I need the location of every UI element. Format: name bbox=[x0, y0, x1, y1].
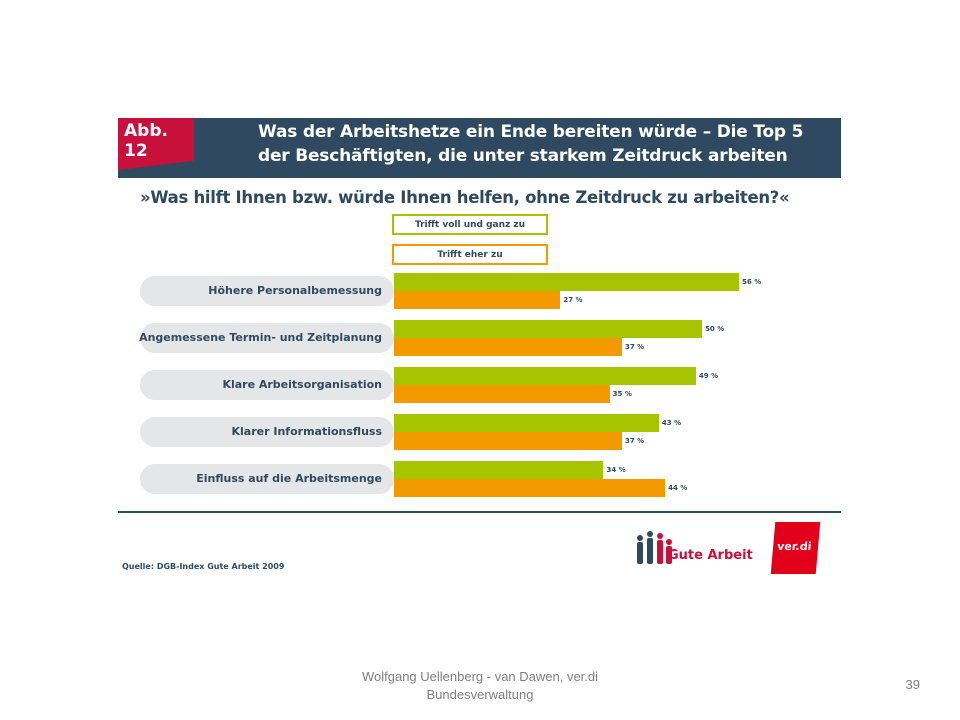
category-row bbox=[140, 323, 394, 353]
bar-voll-und-ganz bbox=[394, 414, 659, 432]
bar-voll-und-ganz bbox=[394, 320, 703, 338]
data-label: 44 % bbox=[668, 484, 688, 492]
bar-voll-und-ganz bbox=[394, 367, 696, 385]
slide-page-number: 39 bbox=[905, 677, 920, 692]
category-label: Einfluss auf die Arbeitsmenge bbox=[196, 472, 382, 485]
people-icon bbox=[637, 531, 672, 564]
data-label: 56 % bbox=[742, 278, 762, 286]
data-label: 49 % bbox=[698, 372, 719, 380]
bar-eher bbox=[394, 385, 610, 403]
gute-arbeit-logo-text: Gute Arbeit bbox=[668, 548, 753, 563]
legend-entry-trifft-voll-und-ganz-zu: Trifft voll und ganz zu bbox=[392, 214, 548, 235]
category-row bbox=[140, 370, 394, 400]
bar-plot-area: Höhere Personalbemessung 56 % 27 % Angemess… bbox=[118, 268, 841, 508]
data-label: 37 % bbox=[624, 437, 645, 445]
legend-entry-trifft-eher-zu: Trifft eher zu bbox=[392, 244, 548, 265]
gute-arbeit-logo: Gute Arbeit bbox=[634, 526, 774, 574]
category-label: Klare Arbeitsorganisation bbox=[222, 378, 382, 391]
footer-divider bbox=[118, 511, 841, 513]
chart-header bbox=[118, 118, 841, 178]
chart-figure: Abb. 12 Was der Arbeitshetze ein Ende be… bbox=[118, 118, 841, 578]
bar-eher bbox=[394, 291, 561, 309]
source-note: Quelle: DGB-Index Gute Arbeit 2009 bbox=[122, 562, 285, 571]
bar-eher bbox=[394, 479, 666, 497]
bar-voll-und-ganz bbox=[394, 273, 740, 291]
category-label: Höhere Personalbemessung bbox=[208, 284, 382, 297]
chart-subtitle: »Was hilft Ihnen bzw. würde Ihnen helfen… bbox=[140, 188, 790, 207]
bar-eher bbox=[394, 432, 622, 450]
verdi-logo: ver.di bbox=[770, 522, 821, 574]
data-label: 50 % bbox=[705, 325, 725, 333]
verdi-logo-text: ver.di bbox=[776, 540, 813, 553]
bar-voll-und-ganz bbox=[394, 461, 604, 479]
data-label: 35 % bbox=[612, 390, 632, 398]
slide-footer-author: Wolfgang Uellenberg - van Dawen, ver.di … bbox=[361, 669, 599, 702]
data-label: 37 % bbox=[624, 343, 645, 351]
data-label: 43 % bbox=[661, 419, 682, 427]
category-label: Klarer Informationsfluss bbox=[231, 425, 382, 438]
figure-tag-label: Abb. 12 bbox=[124, 120, 168, 161]
data-label: 34 % bbox=[606, 466, 626, 474]
category-row bbox=[140, 464, 394, 494]
bar-eher bbox=[394, 338, 622, 356]
category-label: Angemessene Termin- und Zeitplanung bbox=[139, 331, 382, 344]
category-row bbox=[140, 417, 394, 447]
category-row bbox=[140, 276, 394, 306]
data-label: 27 % bbox=[563, 296, 583, 304]
chart-title: Was der Arbeitshetze ein Ende bereiten w… bbox=[258, 122, 804, 166]
